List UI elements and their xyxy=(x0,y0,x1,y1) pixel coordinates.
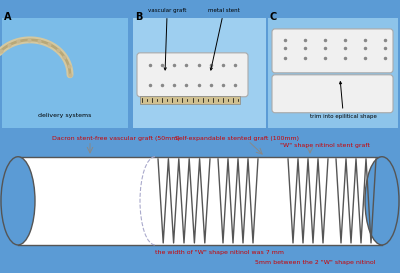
Text: vascular graft: vascular graft xyxy=(148,8,186,70)
FancyBboxPatch shape xyxy=(137,53,248,97)
Bar xyxy=(268,18,398,128)
Ellipse shape xyxy=(365,157,399,245)
Text: C: C xyxy=(270,12,277,22)
Bar xyxy=(140,96,240,104)
FancyBboxPatch shape xyxy=(272,29,393,73)
Bar xyxy=(2,18,128,128)
Text: Dacron stent-free vascular graft (50mm): Dacron stent-free vascular graft (50mm) xyxy=(52,136,180,141)
Text: trim into epilitical shape: trim into epilitical shape xyxy=(310,82,377,119)
Bar xyxy=(133,18,266,128)
FancyBboxPatch shape xyxy=(272,75,393,113)
Ellipse shape xyxy=(1,157,35,245)
Text: A: A xyxy=(4,12,12,22)
Text: delivery systems: delivery systems xyxy=(38,113,92,118)
Text: the width of "W" shape nitinol was 7 mm: the width of "W" shape nitinol was 7 mm xyxy=(155,250,284,255)
Text: Self-expandable stented graft (100mm): Self-expandable stented graft (100mm) xyxy=(175,136,299,141)
Text: B: B xyxy=(135,12,142,22)
Text: "W" shape nitinol stent graft: "W" shape nitinol stent graft xyxy=(280,143,370,148)
Bar xyxy=(18,157,382,245)
Text: 5mm between the 2 "W" shape nitinol: 5mm between the 2 "W" shape nitinol xyxy=(255,260,376,265)
Text: metal stent: metal stent xyxy=(208,8,240,70)
